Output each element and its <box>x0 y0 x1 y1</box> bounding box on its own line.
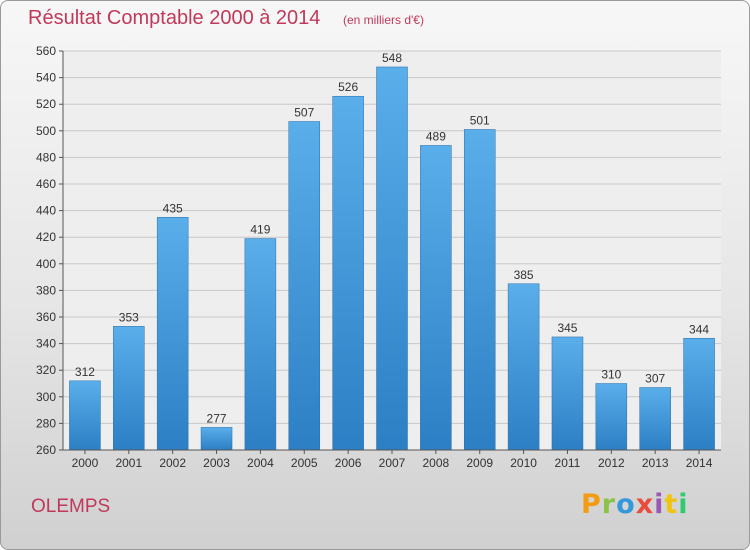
logo-letter: i <box>654 489 665 520</box>
x-tick-label: 2005 <box>291 456 318 470</box>
y-tick-label: 340 <box>36 337 56 351</box>
bar <box>420 145 452 451</box>
y-tick-label: 460 <box>36 177 56 191</box>
bar-value-label: 548 <box>382 51 402 65</box>
y-tick-label: 540 <box>36 71 56 85</box>
chart-unit-label: (en milliers d'€) <box>343 13 424 27</box>
y-tick-label: 300 <box>36 390 56 404</box>
x-tick-label: 2000 <box>72 456 99 470</box>
bar-value-label: 345 <box>557 321 577 335</box>
x-tick-label: 2003 <box>203 456 230 470</box>
bar <box>288 121 321 451</box>
bar-value-label: 419 <box>250 223 270 237</box>
y-tick-label: 560 <box>36 44 56 58</box>
bar <box>639 387 671 451</box>
bar-value-label: 307 <box>645 371 665 385</box>
bar-value-label: 353 <box>119 310 139 324</box>
logo-letter: o <box>616 489 636 520</box>
bar-value-label: 385 <box>514 268 534 282</box>
x-tick-label: 2001 <box>115 456 142 470</box>
bar-value-label: 435 <box>163 201 183 215</box>
bar-value-label: 489 <box>426 129 446 143</box>
bar-value-label: 526 <box>338 80 358 94</box>
logo-letter: P <box>581 489 602 520</box>
chart-title: Résultat Comptable 2000 à 2014 <box>28 7 321 29</box>
bar-value-label: 312 <box>75 365 95 379</box>
bar <box>507 283 540 451</box>
bar-value-label: 277 <box>207 411 227 425</box>
bar <box>200 427 233 451</box>
y-tick-label: 360 <box>36 310 56 324</box>
bar <box>69 380 101 451</box>
bar <box>376 66 408 451</box>
bar-value-label: 501 <box>470 113 490 127</box>
x-tick-label: 2004 <box>247 456 274 470</box>
logo-letter: i <box>678 489 689 520</box>
x-tick-label: 2010 <box>510 456 537 470</box>
x-tick-label: 2002 <box>159 456 186 470</box>
y-tick-label: 440 <box>36 204 56 218</box>
bar <box>683 338 715 451</box>
bar-value-label: 344 <box>689 322 709 336</box>
logo-letter: t <box>664 489 679 520</box>
logo-letter: x <box>635 489 655 520</box>
y-tick-label: 260 <box>36 443 56 457</box>
y-tick-label: 400 <box>36 257 56 271</box>
place-name: OLEMPS <box>31 496 111 517</box>
x-tick-label: 2008 <box>423 456 450 470</box>
bar-value-label: 507 <box>294 105 314 119</box>
y-tick-label: 500 <box>36 124 56 138</box>
bar <box>113 326 145 451</box>
x-tick-label: 2011 <box>555 456 581 470</box>
x-tick-label: 2007 <box>379 456 406 470</box>
x-tick-label: 2006 <box>335 456 362 470</box>
bar <box>551 336 584 451</box>
y-tick-label: 480 <box>36 150 56 164</box>
proxiti-logo[interactable]: Proxiti <box>581 489 689 520</box>
bar <box>332 95 364 451</box>
y-tick-label: 420 <box>36 230 56 244</box>
bar <box>463 129 496 451</box>
bar <box>595 383 628 451</box>
logo-letter: r <box>601 489 617 520</box>
y-tick-label: 520 <box>36 97 56 111</box>
x-tick-label: 2012 <box>598 456 625 470</box>
x-tick-label: 2014 <box>686 456 713 470</box>
y-tick-label: 380 <box>36 283 56 297</box>
x-tick-label: 2009 <box>466 456 493 470</box>
x-tick-label: 2013 <box>642 456 669 470</box>
bar <box>156 217 189 451</box>
y-tick-label: 280 <box>36 416 56 430</box>
bar-value-label: 310 <box>601 368 621 382</box>
bar <box>244 238 277 451</box>
y-tick-label: 320 <box>36 363 56 377</box>
